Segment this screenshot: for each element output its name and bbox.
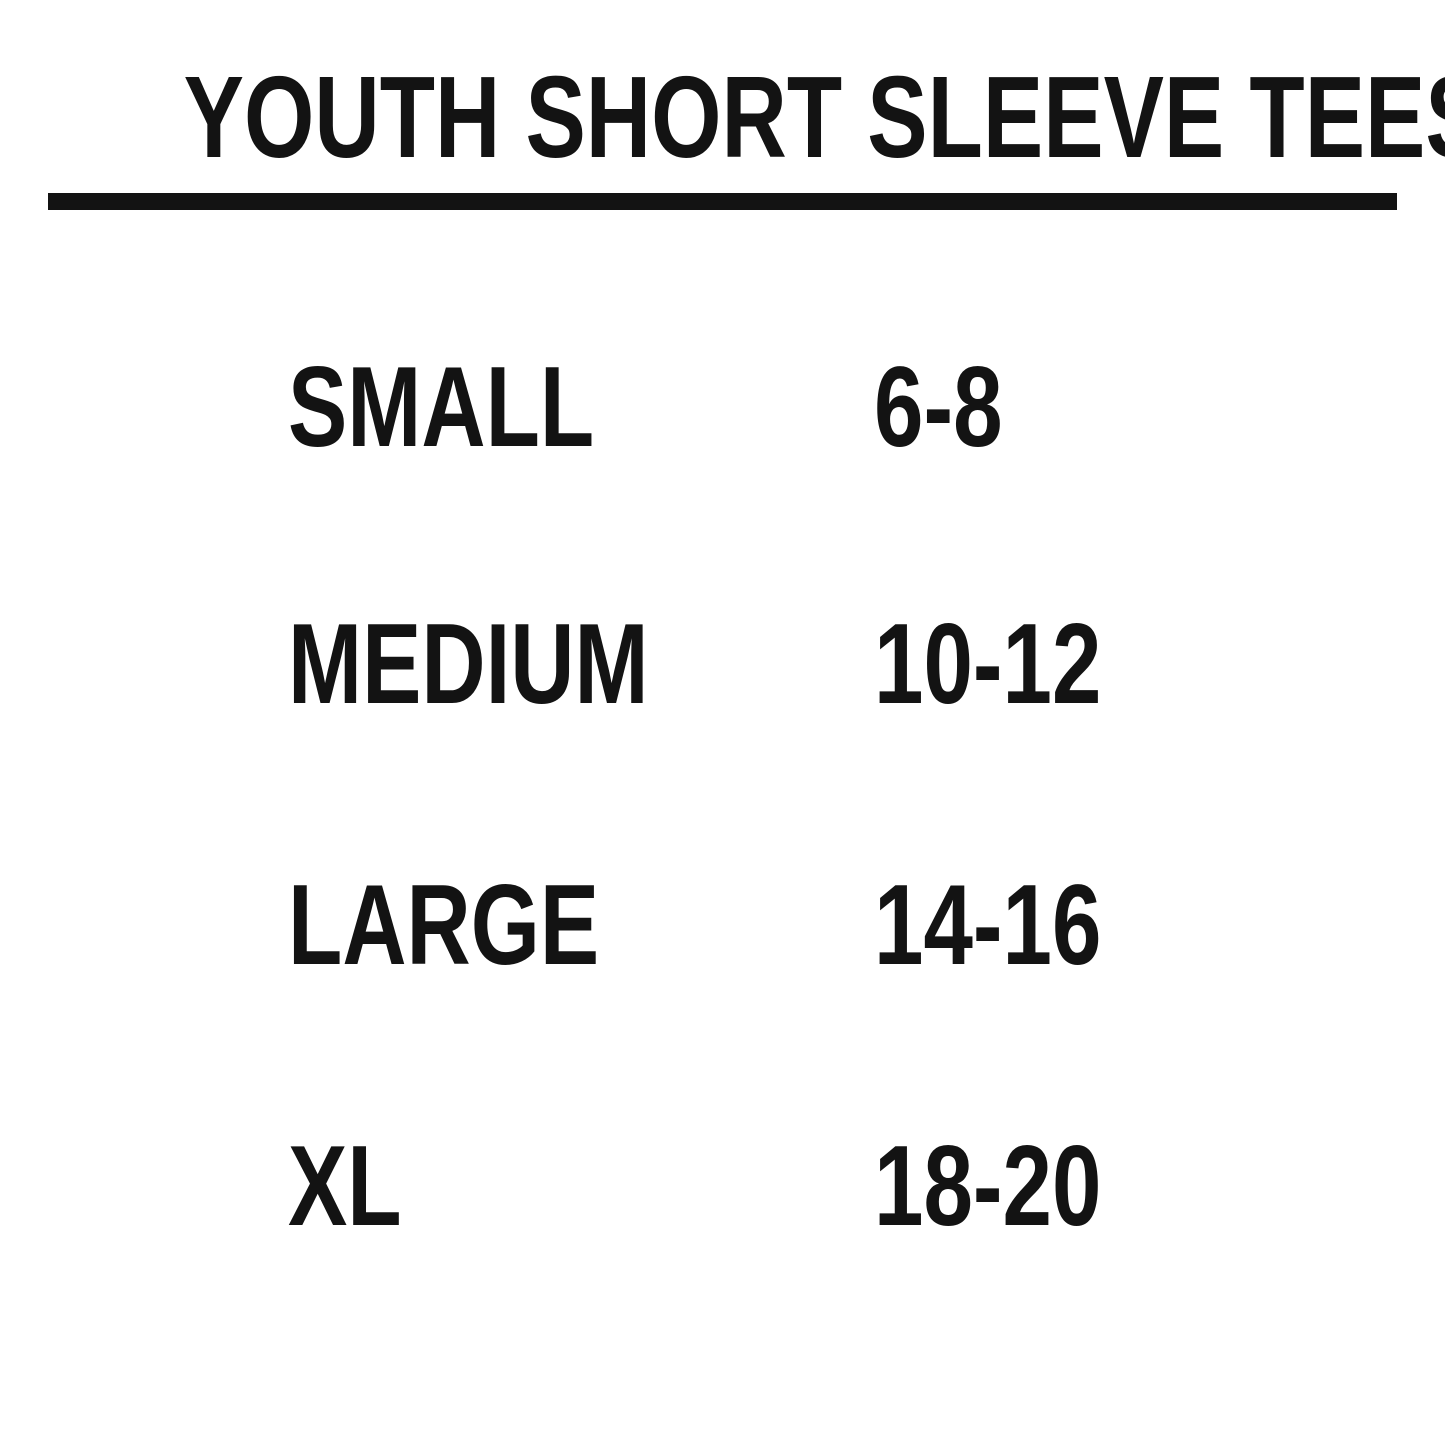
size-range: 10-12 bbox=[874, 601, 1102, 728]
size-label: MEDIUM bbox=[288, 601, 649, 728]
table-row: XL 18-20 bbox=[0, 1127, 1445, 1247]
size-range: 18-20 bbox=[874, 1123, 1102, 1250]
page-title-text: YOUTH SHORT SLEEVE TEES bbox=[183, 52, 1445, 182]
table-row: SMALL 6-8 bbox=[0, 348, 1445, 468]
title-underline bbox=[48, 193, 1397, 210]
table-row: MEDIUM 10-12 bbox=[0, 605, 1445, 725]
size-label: SMALL bbox=[288, 344, 595, 471]
size-label: XL bbox=[288, 1123, 402, 1250]
size-range: 6-8 bbox=[874, 344, 1003, 471]
size-range: 14-16 bbox=[874, 862, 1102, 989]
page-title: YOUTH SHORT SLEEVE TEES bbox=[0, 59, 1445, 175]
size-label: LARGE bbox=[288, 862, 600, 989]
table-row: LARGE 14-16 bbox=[0, 866, 1445, 986]
